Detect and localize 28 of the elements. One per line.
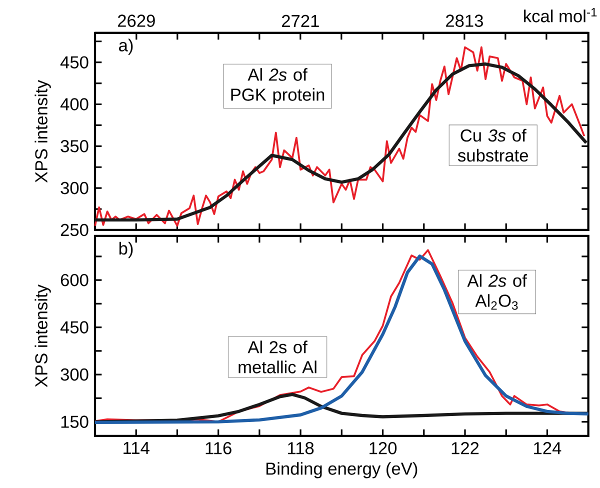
y-axis-title: XPS intensity (34, 284, 51, 388)
y-axis-title: XPS intensity (34, 80, 51, 183)
x2-tick-label: 2629 (118, 14, 155, 27)
x-tick-label: 124 (534, 442, 562, 454)
y-tick-label: 450 (60, 56, 88, 68)
x-tick-label: 118 (288, 442, 314, 454)
text: Al 2s of Al$_{2}$O$_{3}$ (467, 274, 527, 310)
y-tick-label: 600 (60, 274, 88, 286)
y-tick-label: 450 (60, 321, 88, 334)
x2-tick-label: 2813 (446, 14, 483, 27)
x-axis-title: Binding energy (eV) (266, 462, 418, 478)
x-tick-label: 114 (124, 442, 150, 454)
y-tick-label: 400 (60, 98, 88, 110)
y-tick-label: 300 (60, 182, 88, 194)
x-tick-label: 120 (370, 442, 397, 454)
x2-tick-label: 2721 (282, 14, 319, 27)
y-tick-label: 350 (60, 140, 88, 152)
annotation: a) (119, 38, 133, 55)
y-tick-label: 250 (60, 224, 88, 236)
x-tick-label: 116 (206, 442, 232, 454)
annotation: Al 2s of PGK protein (231, 68, 324, 104)
y-tick-label: 150 (61, 416, 88, 428)
annotation: b) (119, 242, 133, 258)
x-tick-label: 122 (452, 442, 479, 454)
annotation: Al 2s of metallic Al (238, 340, 316, 374)
annotation: Cu 3s of substrate (458, 128, 528, 162)
y-tick-label: 300 (60, 368, 88, 381)
x2-axis-title: kcal mol$^{-1}$ (524, 8, 597, 22)
